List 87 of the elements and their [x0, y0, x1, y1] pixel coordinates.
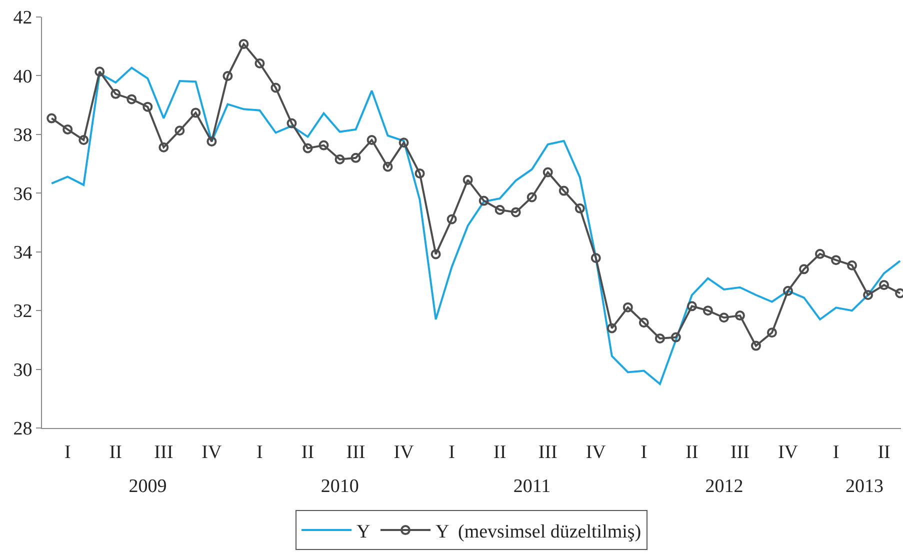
x-tick-label: I — [832, 442, 840, 463]
point — [847, 260, 858, 270]
point — [270, 82, 281, 93]
point — [494, 204, 505, 215]
y-tick-label: 30 — [13, 360, 32, 381]
y-tick-label: 42 — [13, 8, 32, 29]
point — [798, 264, 809, 274]
point — [638, 318, 649, 328]
x-tick-label: III — [730, 442, 750, 463]
x-tick-label: III — [538, 442, 558, 463]
x-tick-label: I — [256, 442, 263, 463]
point — [815, 248, 825, 259]
legend-label: Y (mevsimsel düzeltilmiş) — [436, 521, 642, 542]
point — [334, 154, 345, 164]
point — [62, 124, 73, 134]
y-tick-label: 36 — [13, 184, 32, 205]
point — [238, 39, 249, 50]
x-tick-label: II — [494, 442, 506, 463]
x-tick-label: I — [64, 442, 71, 463]
x-tick-label: II — [109, 442, 122, 463]
x2-tick-label: 2013 — [845, 476, 884, 497]
x-tick-label: IV — [778, 442, 798, 463]
point — [222, 71, 233, 82]
point — [366, 135, 377, 146]
y-tick-label: 38 — [13, 125, 32, 146]
point — [782, 286, 793, 296]
x2-tick-label: 2009 — [128, 476, 167, 497]
point — [510, 207, 521, 218]
point — [863, 290, 874, 300]
line-series — [50, 66, 901, 385]
point — [110, 88, 121, 99]
point — [174, 126, 185, 136]
point — [382, 162, 393, 172]
point — [526, 192, 537, 202]
point — [574, 203, 585, 214]
x2-tick-label: 2010 — [320, 476, 359, 497]
point — [94, 66, 105, 77]
point — [446, 214, 457, 224]
point — [78, 135, 89, 146]
point — [126, 94, 137, 104]
point — [622, 302, 633, 312]
point — [414, 168, 425, 178]
legend-label: Y — [356, 521, 370, 542]
point — [190, 108, 201, 118]
point — [302, 143, 313, 154]
y-tick-label: 34 — [13, 242, 33, 264]
point — [686, 301, 697, 312]
x-tick-label: III — [154, 442, 174, 463]
x-tick-label: II — [301, 442, 314, 463]
point — [478, 196, 489, 206]
point — [430, 249, 441, 260]
point — [734, 310, 745, 321]
point — [46, 113, 57, 124]
point — [350, 152, 361, 163]
y-tick-label: 28 — [13, 418, 32, 440]
point — [718, 312, 729, 323]
point — [254, 58, 265, 68]
x2-tick-label: 2011 — [513, 476, 551, 497]
point — [831, 255, 842, 266]
x-tick-label: IV — [586, 442, 606, 463]
point — [702, 306, 713, 316]
point — [398, 138, 409, 148]
y-tick-label: 40 — [13, 66, 32, 88]
x-tick-label: I — [640, 442, 648, 463]
point — [142, 102, 153, 112]
point — [750, 340, 761, 351]
x2-tick-label: 2012 — [705, 476, 744, 497]
x-tick-label: II — [878, 442, 890, 463]
x-tick-label: III — [346, 442, 366, 463]
point — [606, 323, 617, 334]
point — [318, 140, 329, 150]
point — [654, 333, 665, 344]
x-tick-label: I — [448, 442, 455, 463]
point — [558, 186, 569, 196]
point — [590, 253, 601, 264]
point — [206, 136, 217, 146]
point — [158, 142, 169, 152]
x-tick-label: II — [686, 442, 698, 463]
point — [462, 174, 473, 185]
point — [542, 167, 553, 178]
x-tick-label: IV — [202, 442, 222, 463]
x-tick-label: IV — [394, 442, 414, 463]
point — [879, 280, 890, 290]
y-tick-label: 32 — [13, 301, 32, 322]
point — [766, 328, 777, 338]
point — [670, 332, 681, 342]
point — [286, 118, 297, 128]
